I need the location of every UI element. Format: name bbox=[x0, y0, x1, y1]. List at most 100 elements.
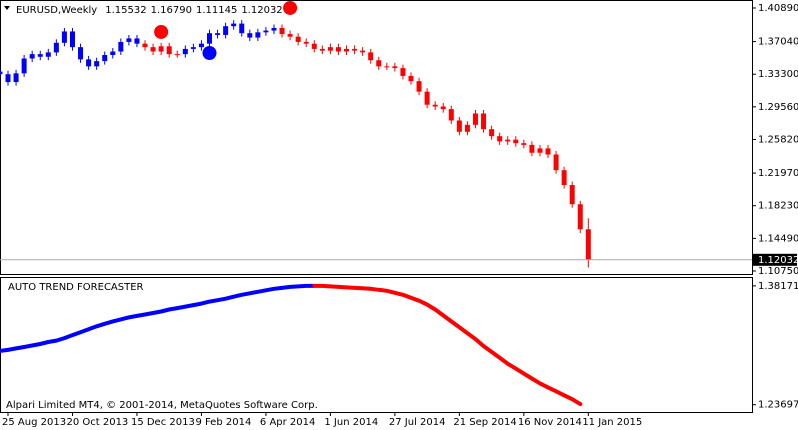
candle-body bbox=[408, 75, 414, 82]
x-tick-label: 21 Sep 2014 bbox=[453, 417, 516, 428]
indicator-title: AUTO TREND FORECASTER bbox=[8, 282, 144, 293]
candle-body bbox=[29, 54, 35, 59]
header-open: 1.15532 bbox=[105, 5, 146, 16]
candle-body bbox=[255, 32, 261, 38]
candle-body bbox=[207, 33, 212, 44]
y-tick-label: 1.18230 bbox=[758, 201, 798, 212]
x-tick-label: 6 Apr 2014 bbox=[260, 417, 315, 428]
x-tick-label: 11 Jan 2015 bbox=[582, 417, 642, 428]
candle-body bbox=[416, 81, 422, 92]
candle-body bbox=[335, 47, 341, 52]
candle-body bbox=[118, 41, 124, 52]
candle-body bbox=[440, 106, 446, 110]
candle-body bbox=[174, 54, 180, 56]
candle-body bbox=[553, 154, 559, 171]
candle-body bbox=[400, 68, 406, 76]
last-price-box bbox=[753, 253, 797, 266]
candle-body bbox=[126, 38, 132, 42]
candle-body bbox=[424, 91, 430, 105]
candle-body bbox=[271, 27, 277, 31]
y-tick-label: 1.25820 bbox=[758, 134, 798, 145]
candle-body bbox=[497, 136, 503, 142]
candle-body bbox=[569, 185, 575, 205]
indicator-line bbox=[312, 283, 583, 407]
candle-body bbox=[287, 34, 293, 37]
indicator-pane bbox=[0, 277, 753, 413]
candle-body bbox=[231, 23, 237, 27]
candle-body bbox=[78, 47, 84, 60]
candle-body bbox=[481, 113, 487, 130]
candle-body bbox=[295, 36, 301, 42]
candle-body bbox=[182, 48, 188, 55]
candle-body bbox=[21, 58, 27, 74]
candle-body bbox=[585, 229, 591, 260]
x-tick-label: 20 Oct 2013 bbox=[66, 417, 128, 428]
candle-body bbox=[464, 124, 470, 132]
candle-body bbox=[158, 46, 164, 52]
candle-body bbox=[279, 27, 285, 35]
candle-body bbox=[545, 148, 551, 155]
candle-body bbox=[577, 204, 583, 230]
y-tick-label: 1.21970 bbox=[758, 168, 798, 179]
candle-body bbox=[352, 48, 358, 51]
candle-body bbox=[61, 31, 67, 43]
header-high: 1.16790 bbox=[151, 5, 192, 16]
candle-body bbox=[561, 170, 567, 186]
candle-body bbox=[263, 30, 269, 33]
candle-body bbox=[102, 55, 108, 62]
header-close: 1.12032 bbox=[241, 5, 282, 16]
x-tick-label: 16 Nov 2014 bbox=[518, 417, 582, 428]
candle-body bbox=[384, 66, 390, 68]
candle-body bbox=[472, 113, 478, 125]
candle-body bbox=[69, 31, 75, 48]
candle-body bbox=[37, 54, 43, 57]
candle-body bbox=[13, 73, 19, 83]
candle-body bbox=[344, 48, 350, 52]
candle-body bbox=[5, 74, 11, 83]
candle-body bbox=[368, 52, 374, 61]
candle-body bbox=[376, 60, 382, 67]
candle-body bbox=[150, 47, 156, 52]
candle-body bbox=[53, 42, 59, 53]
candle-body bbox=[166, 46, 172, 55]
candle-body bbox=[223, 26, 229, 35]
candle-body bbox=[94, 61, 100, 67]
candle-body bbox=[142, 43, 148, 48]
candle-body bbox=[521, 143, 527, 145]
candle-body bbox=[505, 139, 511, 142]
x-tick-label: 27 Jul 2014 bbox=[389, 417, 446, 428]
y-tick-label: 1.236977 bbox=[758, 400, 798, 411]
candle-body bbox=[303, 41, 309, 44]
y-tick-label: 1.37040 bbox=[758, 37, 798, 48]
y-tick-label: 1.381712 bbox=[758, 281, 798, 292]
candle-body bbox=[311, 43, 317, 49]
candle-body bbox=[0, 71, 3, 75]
candle-body bbox=[513, 139, 519, 144]
header: EURUSD,Weekly 1.15532 1.16790 1.11145 1.1203… bbox=[16, 5, 283, 16]
y-tick-label: 1.29560 bbox=[758, 102, 798, 113]
indicator-line bbox=[0, 283, 317, 353]
signal-dot bbox=[154, 24, 169, 39]
y-tick-label: 1.10750 bbox=[758, 266, 798, 277]
candle-body bbox=[110, 51, 116, 56]
copyright: Alpari Limited MT4, © 2001-2014, MetaQuo… bbox=[6, 400, 318, 411]
candle-body bbox=[448, 109, 454, 121]
last-price-label: 1.12032 bbox=[758, 255, 798, 266]
candle-body bbox=[392, 66, 398, 69]
main-pane bbox=[0, 0, 753, 275]
y-tick-label: 1.33300 bbox=[758, 69, 798, 80]
candle-body bbox=[360, 50, 366, 53]
x-tick-label: 9 Feb 2014 bbox=[195, 417, 251, 428]
candle-body bbox=[537, 148, 543, 153]
header-low: 1.11145 bbox=[196, 5, 237, 16]
candle-body bbox=[45, 52, 51, 57]
candle-body bbox=[247, 33, 253, 38]
candle-body bbox=[190, 47, 196, 49]
candle-body bbox=[327, 47, 333, 51]
x-tick-label: 25 Aug 2013 bbox=[2, 417, 66, 428]
candle-body bbox=[239, 23, 245, 34]
candle-body bbox=[529, 144, 535, 153]
candle-body bbox=[134, 38, 140, 44]
